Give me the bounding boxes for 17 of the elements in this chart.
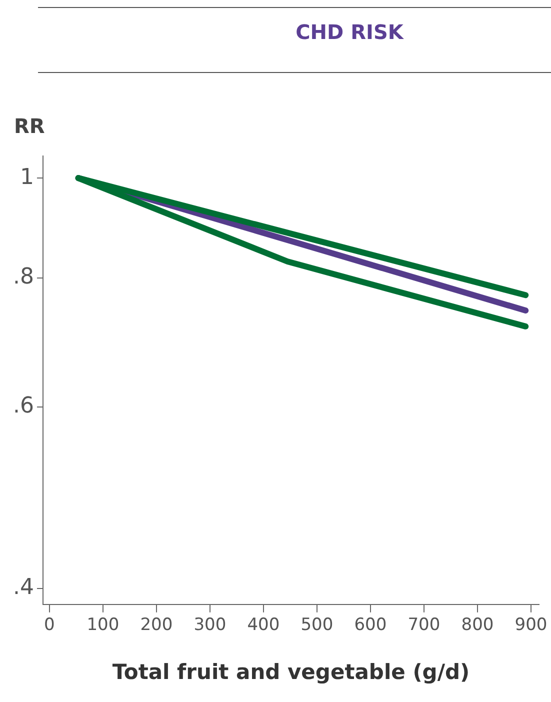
- x-tick-label: 600: [354, 615, 387, 636]
- y-axis-title: RR: [14, 114, 45, 138]
- x-tick-label: 400: [247, 615, 280, 636]
- x-tick-label: 500: [300, 615, 334, 636]
- y-tick-label: .8: [12, 264, 34, 290]
- y-tick-label: .4: [12, 575, 34, 600]
- x-tick-label: 800: [461, 615, 494, 636]
- y-tick-label: 1: [20, 164, 34, 190]
- x-tick-label: 200: [140, 615, 173, 636]
- y-tick-label: .6: [12, 394, 34, 419]
- x-tick-label: 300: [194, 615, 226, 636]
- x-tick-label: 700: [408, 615, 440, 636]
- x-tick-label: 100: [86, 615, 120, 636]
- x-axis-title: Total fruit and vegetable (g/d): [112, 660, 470, 684]
- x-tick-label: 900: [514, 615, 548, 636]
- chart-title: CHD RISK: [294, 20, 405, 44]
- x-tick-label: 0: [44, 615, 55, 636]
